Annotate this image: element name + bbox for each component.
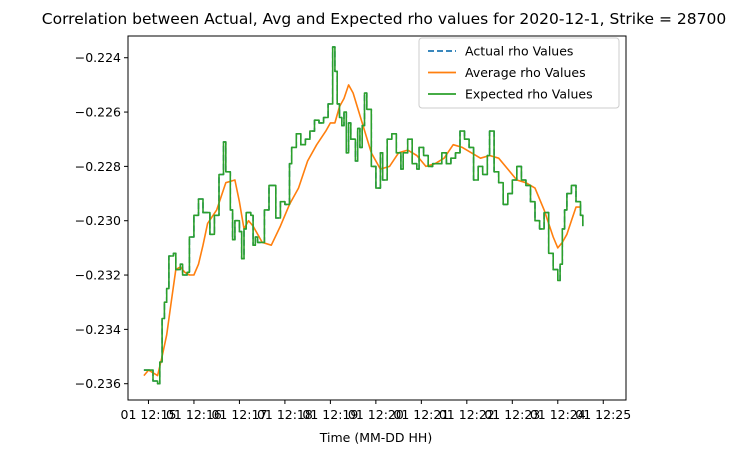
x-tick-label: 01 12:16 [166, 407, 222, 422]
x-tick-label: 01 12:22 [439, 407, 495, 422]
y-tick-label: −0.234 [75, 322, 121, 337]
y-tick-label: −0.232 [75, 268, 121, 283]
x-tick-label: 01 12:23 [484, 407, 540, 422]
x-tick-label: 01 12:17 [211, 407, 267, 422]
plot-frame [127, 35, 627, 401]
legend-label: Actual rho Values [465, 44, 573, 59]
x-tick-label: 01 12:24 [530, 407, 586, 422]
x-tick-label: 01 12:25 [575, 407, 631, 422]
series-line-expected-rho-values [143, 46, 584, 385]
series-line-average-rho-values [143, 84, 581, 377]
x-axis-label: Time (MM-DD HH) [319, 430, 432, 445]
x-tick-label: 01 12:15 [121, 407, 177, 422]
legend-label: Average rho Values [465, 65, 586, 80]
x-tick-label: 01 12:19 [302, 407, 358, 422]
x-tick-label: 01 12:21 [393, 407, 449, 422]
x-tick-label: 01 12:18 [257, 407, 313, 422]
y-tick-label: −0.236 [75, 376, 121, 391]
legend: Actual rho Values Average rho Values Expec… [418, 37, 620, 109]
legend-box [418, 37, 620, 109]
y-tick-label: −0.224 [75, 50, 121, 65]
y-axis: −0.236 −0.234 −0.232 −0.230 −0.228 −0.226 −0.2… [75, 50, 128, 391]
legend-label: Expected rho Values [465, 87, 593, 102]
plot-area [143, 46, 584, 385]
y-tick-label: −0.230 [75, 213, 121, 228]
chart-title: Correlation between Actual, Avg and Expe… [42, 10, 726, 28]
y-tick-label: −0.228 [75, 159, 121, 174]
x-tick-label: 01 12:20 [348, 407, 404, 422]
y-tick-label: −0.226 [75, 105, 121, 120]
